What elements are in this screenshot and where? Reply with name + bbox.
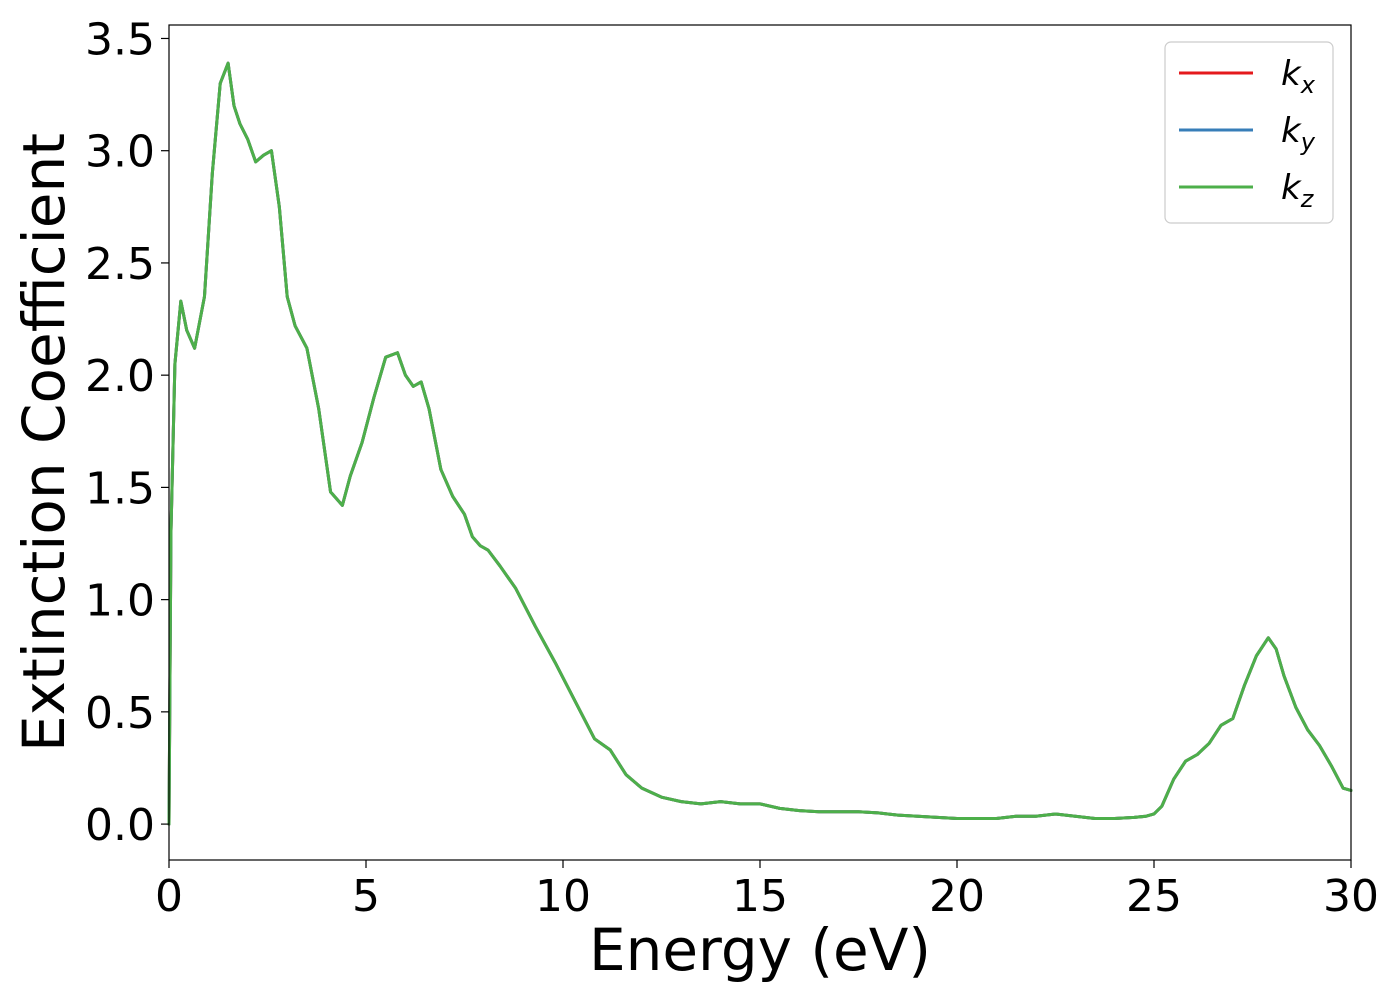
x-tick-label: 5 [352, 871, 380, 922]
x-tick-label: 10 [535, 871, 591, 922]
y-tick-label: 3.5 [85, 14, 155, 65]
legend-box [1164, 41, 1334, 224]
legend-label-y: ky [1281, 111, 1316, 156]
x-tick-label: 30 [1323, 871, 1379, 922]
legend: kx ky kz [1164, 41, 1334, 224]
x-tick-label: 20 [929, 871, 985, 922]
y-tick-label: 1.5 [85, 463, 155, 514]
y-axis-ticks: 0.0 0.5 1.0 1.5 2.0 2.5 3.0 3.5 [85, 14, 169, 851]
y-tick-label: 0.0 [85, 800, 155, 851]
x-axis-ticks: 0 5 10 15 20 25 30 [155, 860, 1379, 922]
y-tick-label: 2.0 [85, 351, 155, 402]
y-tick-label: 2.5 [85, 239, 155, 290]
y-tick-label: 1.0 [85, 576, 155, 627]
legend-label-x: kx [1281, 54, 1316, 99]
series-line-z [167, 61, 1353, 826]
legend-label-z: kz [1281, 168, 1315, 213]
y-tick-label: 0.5 [85, 688, 155, 739]
x-tick-label: 0 [155, 871, 183, 922]
x-tick-label: 25 [1126, 871, 1182, 922]
y-axis-title: Extinction Coefficient [10, 133, 78, 752]
y-tick-label: 3.0 [85, 127, 155, 178]
x-tick-label: 15 [732, 871, 788, 922]
x-axis-title: Energy (eV) [589, 916, 931, 984]
